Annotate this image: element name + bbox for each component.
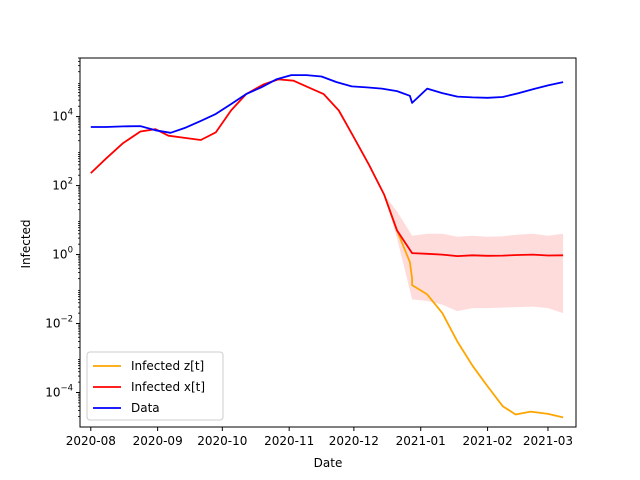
x-tick-label: 2020-12	[329, 434, 379, 448]
x-tick-label: 2020-10	[197, 434, 247, 448]
confidence-band-layer	[384, 194, 564, 314]
x-tick-label: 2021-02	[463, 434, 513, 448]
legend-box	[86, 351, 224, 421]
series-line-infected-x-t	[90, 78, 564, 258]
series-line-infected-z-t	[383, 194, 564, 419]
x-axis-ticks: 2020-08 2020-09 2020-10 2020-11 2020-12 2021-…	[66, 427, 573, 448]
x-tick-label: 2020-11	[264, 434, 314, 448]
legend-label-data: Data	[131, 401, 160, 415]
legend-label-infected-z-t: Infected z[t]	[131, 359, 204, 373]
y-axis-label: Infected	[19, 219, 33, 268]
y-tick-label: 10−2	[45, 315, 73, 331]
series-layer	[90, 74, 564, 419]
legend: Infected z[t] Infected x[t] Data	[86, 351, 224, 421]
plot-area-frame	[79, 57, 577, 428]
x-tick-label: 2020-09	[133, 434, 183, 448]
legend-label-infected-x-t: Infected x[t]	[131, 380, 205, 394]
y-tick-label: 100	[52, 246, 73, 262]
x-tick-label: 2020-08	[66, 434, 116, 448]
uncertainty-band	[384, 194, 564, 314]
x-tick-label: 2021-01	[396, 434, 446, 448]
y-tick-label: 104	[52, 108, 73, 124]
x-tick-label: 2021-03	[523, 434, 573, 448]
y-tick-label: 10−4	[45, 384, 73, 400]
legend-items: Infected z[t] Infected x[t] Data	[93, 359, 205, 415]
y-axis-ticks: 10−4 10−2 100 102 104	[45, 57, 80, 418]
y-tick-label: 102	[52, 177, 73, 193]
x-axis-label: Date	[314, 456, 343, 470]
series-line-data	[90, 74, 564, 134]
